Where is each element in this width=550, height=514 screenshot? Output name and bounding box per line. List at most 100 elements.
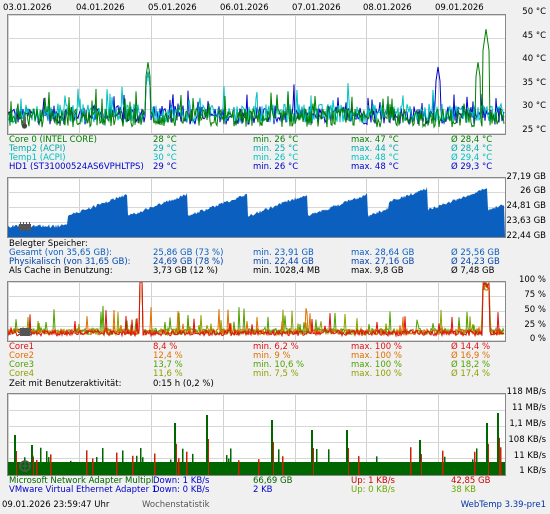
sensor-name: Core 0 (INTEL CORE) <box>9 135 97 145</box>
network-spike <box>278 449 280 475</box>
core-max: max. 100 % <box>351 342 402 352</box>
network-spike <box>132 455 134 475</box>
network-spike <box>192 453 194 475</box>
memory-min: min. 23,91 GB <box>253 248 314 258</box>
memory-name: Gesamt (von 35,65 GB): <box>9 248 113 258</box>
memory-tick: 26 GB <box>520 186 546 196</box>
memory-chart <box>7 177 506 238</box>
cpu-tick: 100 % <box>518 275 546 285</box>
memory-min: min. 1028,4 MB <box>253 266 321 276</box>
temp-tick: 35 °C <box>522 78 546 88</box>
network-icon <box>18 460 32 472</box>
network-spike <box>206 415 208 475</box>
network-spike <box>238 460 240 475</box>
network-spike <box>116 452 118 475</box>
network-spike <box>348 448 349 475</box>
sensor-current: 28 °C <box>153 135 177 145</box>
adapter-up: Up: 1 KB/s <box>351 476 395 486</box>
sensor-current: 29 °C <box>153 144 177 154</box>
core-max: max. 100 % <box>351 360 402 370</box>
cpu-tick: 75 % <box>524 290 546 300</box>
network-spike <box>154 453 156 475</box>
network-spike <box>136 455 138 475</box>
network-tick: 11 KB/s <box>513 451 546 461</box>
memory-max: max. 27,16 GB <box>351 257 415 267</box>
memory-avg: Ø 25,56 GB <box>451 248 500 258</box>
network-spike <box>472 459 474 475</box>
network-spike <box>16 451 17 475</box>
sensor-avg: Ø 29,3 °C <box>451 162 493 172</box>
network-spike <box>499 437 500 475</box>
network-spike <box>33 457 34 475</box>
network-spike <box>328 449 330 475</box>
adapter-down: Down: 0 KB/s <box>153 485 210 495</box>
network-spike <box>316 448 318 475</box>
memory-name: Als Cache in Benutzung: <box>9 266 113 276</box>
network-spike <box>140 448 142 475</box>
network-spike <box>86 450 88 475</box>
memory-tick: 24,81 GB <box>506 201 546 211</box>
network-spike <box>488 443 489 475</box>
sensor-min: min. 26 °C <box>253 162 299 172</box>
network-spike <box>442 450 444 475</box>
network-spike <box>474 451 476 475</box>
network-spike <box>50 454 52 475</box>
memory-tick: 27,19 GB <box>506 172 546 182</box>
network-spike <box>273 442 274 475</box>
core-max: max. 100 % <box>351 369 402 379</box>
core1-series <box>8 282 505 338</box>
temp-tick: 40 °C <box>522 54 546 64</box>
network-spike <box>102 448 104 475</box>
activity-label: Zeit mit Benutzeraktivität: <box>9 379 122 389</box>
cpu-chart <box>7 281 506 342</box>
sensor-min: min. 26 °C <box>253 135 299 145</box>
memory-name: Physikalisch (von 31,65 GB): <box>9 257 131 267</box>
temp-tick: 45 °C <box>522 31 546 41</box>
network-spike <box>226 455 228 475</box>
adapter-total-up: 38 KB <box>451 485 476 495</box>
memory-heading: Belegter Speicher: <box>9 239 88 249</box>
sensor-max: max. 48 °C <box>351 162 399 172</box>
date-label: 04.01.2026 <box>76 3 125 13</box>
date-label: 06.01.2026 <box>220 3 269 13</box>
network-spike <box>178 458 180 475</box>
network-spike <box>444 456 446 475</box>
sensor-avg: Ø 28,4 °C <box>451 135 493 145</box>
memory-current: 25,86 GB (73 %) <box>153 248 224 258</box>
network-down-baseline <box>8 462 505 475</box>
weekly-stats-link[interactable]: Wochenstatistik <box>142 500 210 510</box>
adapter-down: Down: 1 KB/s <box>153 476 210 486</box>
network-spike <box>358 456 360 475</box>
network-tick: 1,1 MB/s <box>509 419 546 429</box>
core2-series <box>8 282 505 337</box>
network-spike <box>36 460 38 475</box>
date-label: 05.01.2026 <box>148 3 197 13</box>
adapter-total-up: 42,85 GB <box>451 476 491 486</box>
network-chart <box>7 393 506 476</box>
core-current: 12,4 % <box>153 351 183 361</box>
memory-tick: 23,63 GB <box>506 216 546 226</box>
network-spike <box>476 448 478 475</box>
core-name: Core2 <box>9 351 35 361</box>
network-spike <box>497 413 499 475</box>
core-current: 11,6 % <box>153 369 183 379</box>
sensor-max: max. 47 °C <box>351 135 399 145</box>
network-spike <box>419 440 421 475</box>
temp-tick: 50 °C <box>522 7 546 17</box>
network-spike <box>271 420 273 475</box>
version-label: WebTemp 3.39-pre1 <box>460 500 546 510</box>
sensor-min: min. 26 °C <box>253 153 299 163</box>
memory-current: 24,69 GB (78 %) <box>153 257 224 267</box>
network-spike <box>313 448 314 475</box>
network-spike <box>176 443 177 475</box>
date-label: 03.01.2026 <box>3 3 52 13</box>
sensor-max: max. 44 °C <box>351 144 399 154</box>
thermometer-icon <box>18 117 32 129</box>
memory-tick: 22,44 GB <box>506 231 546 241</box>
sensor-max: max. 48 °C <box>351 153 399 163</box>
cpu-tick: 0 % <box>529 334 546 344</box>
network-spike <box>311 430 313 475</box>
network-spike <box>142 457 144 475</box>
network-spike <box>208 439 209 475</box>
core-min: min. 6,2 % <box>253 342 299 352</box>
